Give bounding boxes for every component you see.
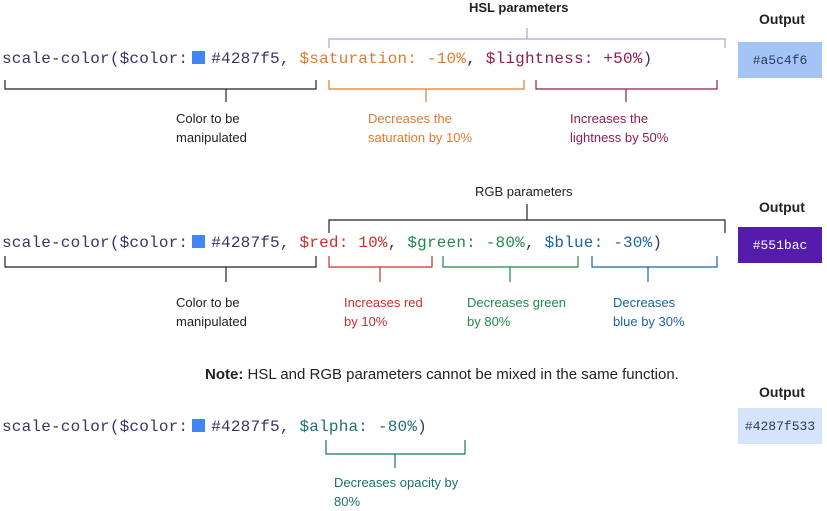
row2-blue-bracket	[591, 256, 718, 282]
row1-color-param: $color:	[119, 50, 189, 68]
row3-comma: ,	[279, 418, 290, 436]
row1-color-bracket	[4, 80, 317, 102]
row1-lightness-param: $lightness: +50%	[485, 50, 643, 68]
row1-saturation-param: $saturation: -10%	[299, 50, 467, 68]
row1-function-name: scale-color(	[2, 50, 120, 68]
note-text: HSL and RGB parameters cannot be mixed i…	[243, 366, 679, 383]
row2-output-swatch: #551bac	[738, 227, 822, 263]
row3-alpha-annotation: Decreases opacity by 80%	[334, 475, 459, 509]
row2-red-annotation: Increases red by 10%	[344, 295, 423, 329]
note-line: Note: HSL and RGB parameters cannot be m…	[205, 366, 679, 383]
row3-alpha-param: $alpha: -80%	[299, 418, 418, 436]
row1-color-swatch	[192, 51, 206, 64]
row3-code-line: scale-color($color: #4287f5, $alpha: -80%…	[2, 418, 427, 436]
row1-output-label: Output	[759, 11, 805, 27]
hsl-parameters-header: HSL parameters	[469, 0, 569, 15]
row2-green-param: $green: -80%	[407, 234, 525, 252]
row3-color-param: $color:	[119, 418, 189, 436]
row1-comma: ,	[466, 50, 476, 68]
row3-function-name: scale-color(	[2, 418, 120, 436]
row1-close-paren: )	[642, 50, 653, 68]
row2-red-bracket	[328, 256, 433, 282]
row2-comma: ,	[387, 234, 398, 252]
row3-output-label: Output	[759, 384, 805, 400]
row3-color-swatch	[192, 419, 206, 432]
row2-color-swatch	[192, 235, 206, 248]
row2-blue-annotation: Decreases blue by 30%	[613, 295, 685, 329]
row1-color-value: #4287f5	[211, 50, 280, 68]
row2-green-bracket	[442, 256, 579, 282]
row2-color-value: #4287f5	[211, 234, 280, 252]
row2-color-bracket	[4, 256, 317, 282]
row3-output-swatch: #4287f533	[738, 408, 822, 444]
row2-close-paren: )	[652, 234, 663, 252]
row1-output-swatch: #a5c4f6	[738, 42, 822, 78]
row2-comma: ,	[524, 234, 535, 252]
row2-red-param: $red: 10%	[299, 234, 388, 252]
row1-saturation-annotation: Decreases the saturation by 10%	[368, 111, 473, 145]
row2-function-name: scale-color(	[2, 234, 120, 252]
row1-lightness-bracket	[535, 80, 718, 102]
row2-code-line: scale-color($color: #4287f5, $red: 10%, $…	[2, 234, 662, 252]
row3-close-paren: )	[417, 418, 427, 436]
row2-color-annotation: Color to be manipulated	[176, 295, 247, 329]
row1-saturation-bracket	[328, 80, 525, 102]
row3-color-value: #4287f5	[211, 418, 280, 436]
row2-output-label: Output	[759, 199, 805, 215]
row2-comma: ,	[279, 234, 290, 252]
row2-color-param: $color:	[119, 234, 189, 252]
rgb-parameters-header: RGB parameters	[475, 184, 573, 199]
rgb-header-bracket	[328, 204, 726, 233]
row3-alpha-bracket	[325, 440, 466, 468]
row1-comma: ,	[279, 50, 290, 68]
note-label: Note:	[205, 366, 244, 383]
row2-blue-param: $blue: -30%	[544, 234, 653, 252]
row2-green-annotation: Decreases green by 80%	[467, 295, 566, 329]
row1-lightness-annotation: Increases the lightness by 50%	[570, 111, 669, 145]
hsl-header-bracket	[328, 28, 726, 48]
row1-code-line: scale-color($color: #4287f5, $saturation:…	[2, 50, 652, 68]
row1-color-annotation: Color to be manipulated	[176, 111, 247, 145]
